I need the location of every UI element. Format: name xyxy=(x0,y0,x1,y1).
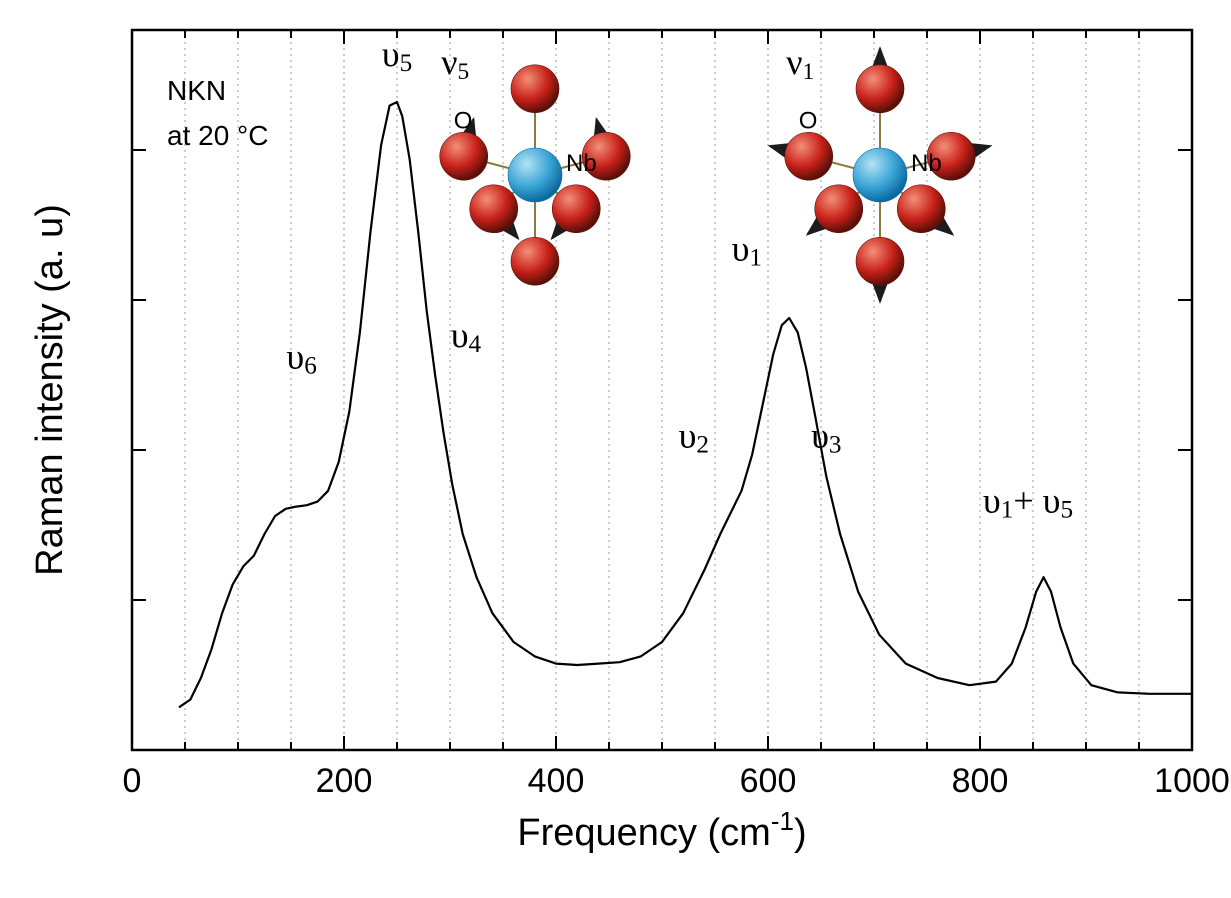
sample-label: NKN xyxy=(167,75,226,106)
condition-label: at 20 °C xyxy=(167,120,268,151)
mode-title: ν1 xyxy=(786,42,814,85)
peak-label: υ5 xyxy=(382,34,412,77)
oxygen-atom xyxy=(815,185,863,233)
x-axis-label: Frequency (cm-1) xyxy=(517,806,806,854)
oxygen-atom xyxy=(511,237,559,285)
raman-spectrum-figure: 0 200 400 600 800 1000 Frequency (cm-1) Raman i… xyxy=(0,0,1231,898)
oxygen-atom xyxy=(470,185,518,233)
oxygen-atom xyxy=(856,65,904,113)
mode-title: ν5 xyxy=(441,42,469,85)
figure-container: { "figure": { "width": 1231, "height": 8… xyxy=(0,0,1231,898)
peak-label: υ1 xyxy=(732,228,762,271)
x-tick-label: 200 xyxy=(316,762,373,800)
y-axis-label: Raman intensity (a. u) xyxy=(29,204,71,576)
peak-label: υ2 xyxy=(679,416,709,459)
peak-label: υ6 xyxy=(286,336,316,379)
oxygen-atom xyxy=(552,185,600,233)
x-tick-label: 800 xyxy=(952,762,1009,800)
x-tick-label: 1000 xyxy=(1154,762,1230,800)
peak-label: υ4 xyxy=(451,315,482,358)
o-label: O xyxy=(799,107,818,134)
niobium-atom xyxy=(853,148,907,202)
peak-label: υ1+ υ5 xyxy=(983,480,1073,523)
peak-label: υ3 xyxy=(811,416,841,459)
niobium-atom xyxy=(508,148,562,202)
x-tick-label: 400 xyxy=(528,762,585,800)
oxygen-atom xyxy=(511,65,559,113)
oxygen-atom xyxy=(785,132,833,180)
o-label: O xyxy=(454,107,473,134)
spectrum-curve xyxy=(180,102,1192,707)
oxygen-atom xyxy=(856,237,904,285)
x-tick-label: 600 xyxy=(740,762,797,800)
x-tick-label: 0 xyxy=(123,762,142,800)
oxygen-atom xyxy=(440,132,488,180)
nb-label: Nb xyxy=(911,150,942,177)
nb-label: Nb xyxy=(566,150,597,177)
oxygen-atom xyxy=(897,185,945,233)
